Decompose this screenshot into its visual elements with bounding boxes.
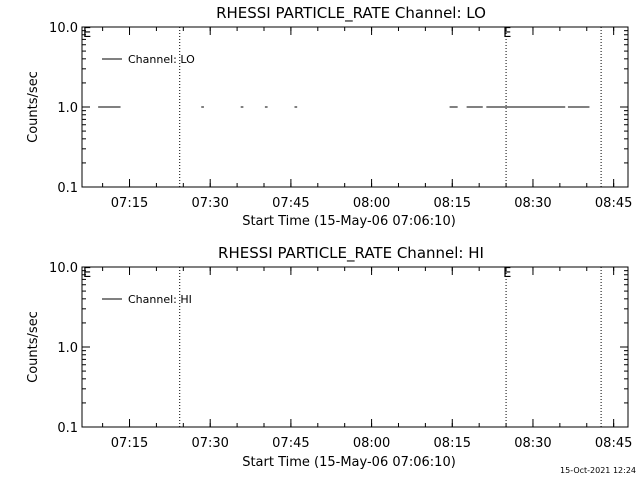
panel1-title: RHESSI PARTICLE_RATE Channel: LO — [216, 4, 486, 23]
panel2-x-axis-label: Start Time (15-May-06 07:06:10) — [242, 455, 456, 470]
panel1-x-tick-label: 08:00 — [353, 196, 390, 211]
panel2-y-axis-label: Counts/sec — [26, 311, 41, 383]
panel2-x-tick-label: 08:45 — [595, 436, 632, 451]
panel1-x-tick-label: 07:45 — [272, 196, 309, 211]
panel1-x-tick-label: 07:15 — [111, 196, 148, 211]
panel1-x-axis-label: Start Time (15-May-06 07:06:10) — [242, 214, 456, 229]
panel1-x-tick-label: 08:30 — [514, 196, 551, 211]
panel2-x-tick-label: 07:30 — [191, 436, 228, 451]
panel1-y-tick-label: 10.0 — [49, 21, 78, 36]
panel1-y-axis-label: Counts/sec — [26, 71, 41, 143]
panel1-x-tick-label: 08:15 — [434, 196, 471, 211]
panel2-title: RHESSI PARTICLE_RATE Channel: HI — [218, 244, 484, 263]
panel1-y-tick-label: 0.1 — [57, 181, 78, 196]
panel1-time-marker-label: E — [503, 26, 511, 41]
panel2-plot-frame — [81, 266, 629, 428]
panel2-y-tick-label: 1.0 — [57, 341, 78, 356]
panel2-legend-label: Channel: HI — [128, 293, 192, 306]
panel1-x-tick-label: 07:30 — [191, 196, 228, 211]
panel2-time-marker-label: E — [503, 266, 511, 281]
panel2-y-tick-label: 0.1 — [57, 421, 78, 436]
panel1-y-tick-label: 1.0 — [57, 101, 78, 116]
panel2-x-tick-label: 07:45 — [272, 436, 309, 451]
panel2-corner-label: E — [83, 266, 91, 281]
panel1-x-tick-label: 08:45 — [595, 196, 632, 211]
panel1-legend-label: Channel: LO — [128, 53, 195, 66]
footer-timestamp: 15-Oct-2021 12:24 — [560, 466, 636, 475]
panel2-x-tick-label: 08:30 — [514, 436, 551, 451]
panel2-y-tick-label: 10.0 — [49, 261, 78, 276]
panel1-corner-label: E — [83, 26, 91, 41]
panel2-x-tick-label: 08:15 — [434, 436, 471, 451]
panel2-x-tick-label: 08:00 — [353, 436, 390, 451]
panel2-x-tick-label: 07:15 — [111, 436, 148, 451]
